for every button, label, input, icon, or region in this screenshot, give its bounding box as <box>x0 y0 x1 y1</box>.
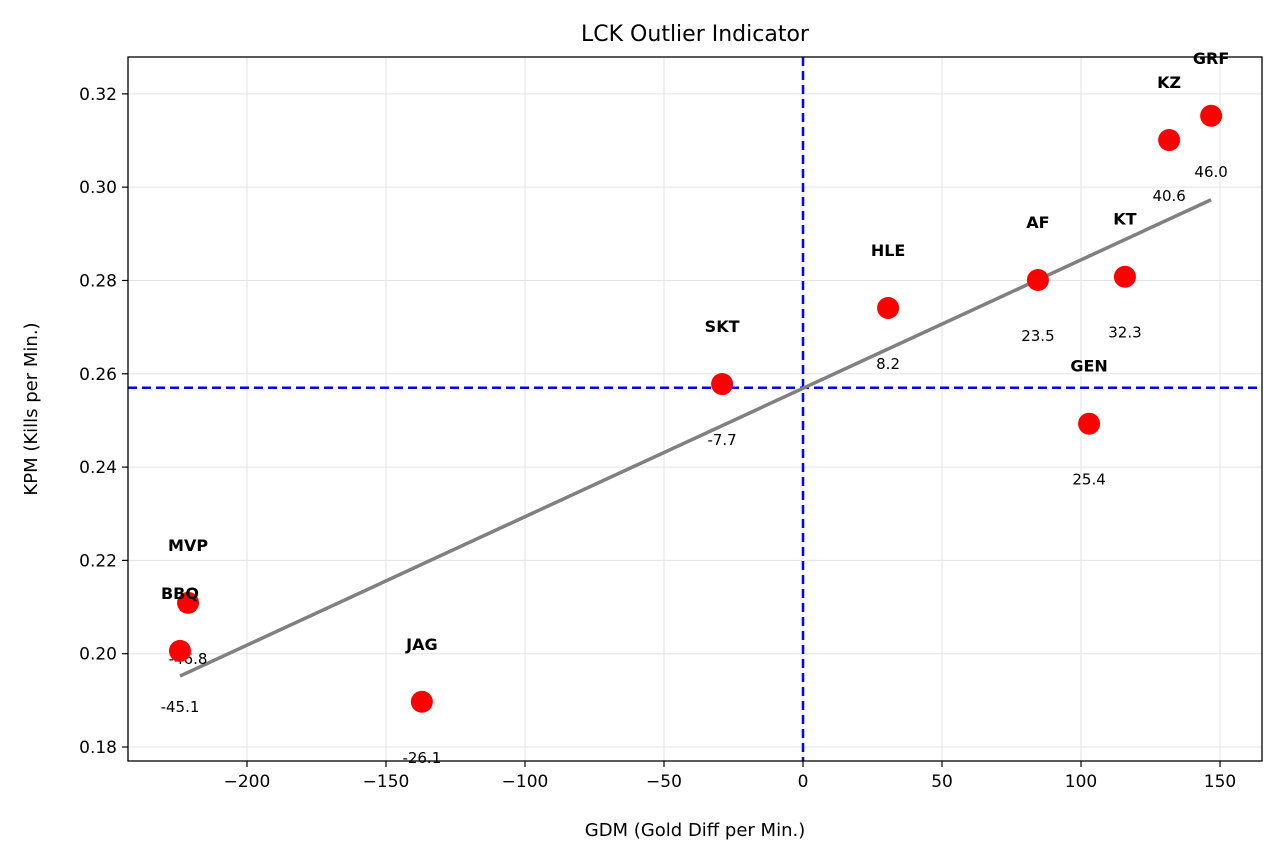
y-tick-label: 0.24 <box>79 458 117 478</box>
x-tick-label: 100 <box>1065 772 1097 792</box>
chart-marks: GRF 46.0 KZ 40.6 KT 32.3 AF 23.5 GEN 25.4 HLE 8.2 SK… <box>128 49 1262 767</box>
chart-title: LCK Outlier Indicator <box>581 22 810 47</box>
value-label: -45.1 <box>161 698 200 716</box>
value-label: 32.3 <box>1108 324 1141 342</box>
y-tick-label: 0.32 <box>79 85 117 105</box>
plot-frame <box>127 56 1263 762</box>
team-label: GEN <box>1070 357 1107 376</box>
y-tick-label: 0.22 <box>79 551 117 571</box>
data-point-grf <box>1200 104 1223 127</box>
team-label: AF <box>1026 213 1049 232</box>
y-axis-label: KPM (Kills per Min.) <box>21 322 42 495</box>
value-label: 25.4 <box>1072 471 1105 489</box>
y-tick-label: 0.30 <box>79 178 117 198</box>
team-label: BBQ <box>161 584 199 603</box>
value-label: 8.2 <box>876 355 900 373</box>
y-tick-label: 0.18 <box>79 738 117 758</box>
value-label: 23.5 <box>1021 327 1054 345</box>
team-label: SKT <box>705 317 740 336</box>
x-tick-label: −50 <box>646 772 682 792</box>
team-label: JAG <box>405 635 437 654</box>
x-axis-label: GDM (Gold Diff per Min.) <box>585 820 805 841</box>
data-point-jag <box>410 690 433 713</box>
team-label: KT <box>1113 210 1136 229</box>
x-tick-label: −100 <box>502 772 549 792</box>
y-tick-label: 0.26 <box>79 365 117 385</box>
data-point-gen <box>1078 412 1101 435</box>
value-label: -26.1 <box>402 749 441 767</box>
value-label: 46.0 <box>1194 163 1227 181</box>
x-tick-label: 50 <box>931 772 953 792</box>
x-tick-label: 0 <box>798 772 809 792</box>
y-tick-label: 0.20 <box>79 645 117 665</box>
trend-line <box>179 198 1212 678</box>
axis-ticks: −200 −150 −100 −50 0 50 100 150 0.18 0.20 0.22 0.24… <box>79 85 1236 792</box>
team-label: MVP <box>168 536 208 555</box>
value-label: -7.7 <box>707 431 736 449</box>
grid <box>128 57 1262 761</box>
data-point-kt <box>1113 265 1136 288</box>
data-point-skt <box>711 373 734 396</box>
y-tick-label: 0.28 <box>79 271 117 291</box>
value-label: 40.6 <box>1152 187 1185 205</box>
team-label: HLE <box>871 241 906 260</box>
data-point-af <box>1026 269 1049 292</box>
team-label: KZ <box>1157 73 1181 92</box>
data-point-mvp <box>177 591 200 614</box>
x-tick-label: −200 <box>224 772 271 792</box>
x-tick-label: 150 <box>1204 772 1236 792</box>
data-point-kz <box>1158 129 1181 152</box>
data-point-bbq <box>168 639 191 662</box>
data-point-hle <box>877 296 900 319</box>
x-tick-label: −150 <box>363 772 410 792</box>
team-label: GRF <box>1193 49 1229 68</box>
